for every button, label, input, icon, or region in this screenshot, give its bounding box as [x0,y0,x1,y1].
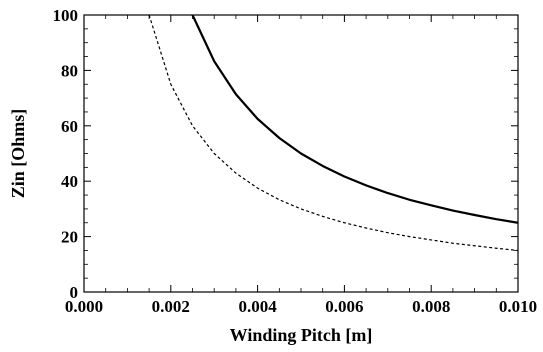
y-tick-label: 60 [61,117,78,136]
y-tick-label: 20 [61,228,78,247]
y-tick-label: 40 [61,172,78,191]
x-tick-label: 0.004 [238,297,277,316]
y-tick-label: 80 [61,61,78,80]
series-line-dashed [148,15,518,252]
x-tick-label: 0.000 [65,297,103,316]
x-tick-label: 0.006 [325,297,363,316]
series-line-solid [191,15,518,224]
x-tick-label: 0.008 [412,297,450,316]
y-tick-label: 0 [70,283,79,302]
x-tick-label: 0.010 [499,297,537,316]
y-axis-label: Zin [Ohms] [8,109,28,199]
x-axis-label: Winding Pitch [m] [230,325,373,345]
y-tick-label: 100 [53,6,79,25]
x-tick-label: 0.002 [152,297,190,316]
